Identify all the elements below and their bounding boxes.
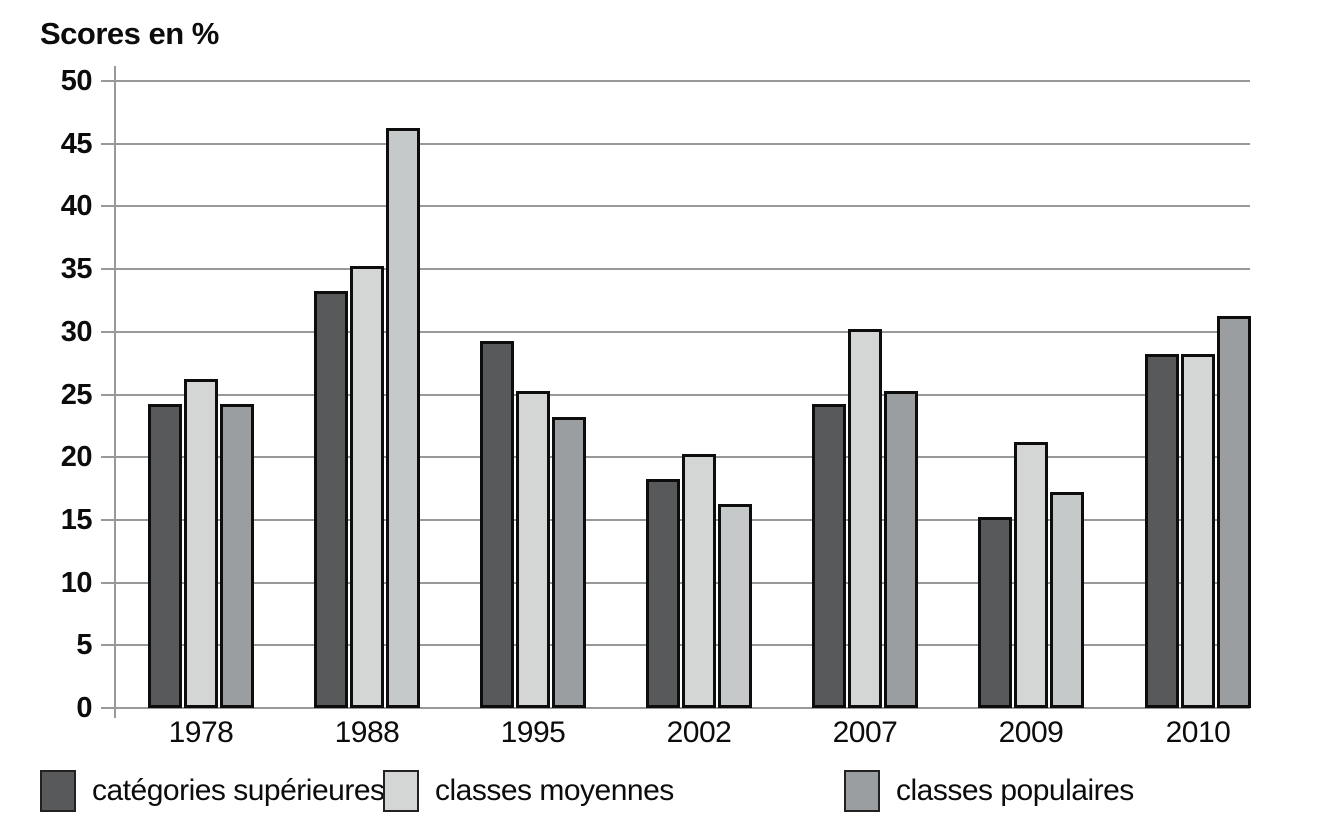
legend-label: classes moyennes <box>435 774 674 807</box>
y-axis-tick-label: 30 <box>60 315 93 348</box>
bar-2007-series3 <box>884 391 918 708</box>
legend-swatch <box>40 770 76 812</box>
y-axis-line <box>114 66 116 718</box>
y-axis-tick <box>101 644 115 647</box>
chart-title: Scores en % <box>40 16 219 51</box>
y-axis-tick-label: 20 <box>60 441 93 474</box>
x-axis-label: 1978 <box>168 716 234 749</box>
x-axis-label: 2002 <box>666 716 732 749</box>
x-axis-label: 2007 <box>832 716 898 749</box>
bar-1978-series2 <box>184 379 218 708</box>
bar-1978-series3 <box>220 404 254 708</box>
gridline <box>115 205 1250 208</box>
bar-2002-series2 <box>682 454 716 708</box>
y-axis-tick-label: 35 <box>60 253 93 286</box>
gridline <box>115 142 1250 145</box>
bar-2010-series1 <box>1145 354 1179 708</box>
y-axis-tick <box>101 518 115 521</box>
y-axis-tick <box>101 80 115 82</box>
gridline <box>115 268 1250 271</box>
y-axis-tick <box>101 142 115 145</box>
y-axis-tick <box>101 707 115 709</box>
y-axis-tick <box>101 456 115 459</box>
x-axis-label: 2009 <box>998 716 1064 749</box>
y-axis-tick-label: 25 <box>60 378 93 411</box>
legend-label: classes populaires <box>896 774 1134 807</box>
y-axis-tick <box>101 330 115 333</box>
gridline <box>115 80 1250 82</box>
gridline <box>115 330 1250 333</box>
y-axis-tick-label: 10 <box>60 566 93 599</box>
bar-2010-series3 <box>1217 316 1251 708</box>
bar-1988-series2 <box>350 266 384 708</box>
legend-label: catégories supérieures <box>92 774 385 807</box>
x-axis-label: 1995 <box>500 716 566 749</box>
bar-2010-series2 <box>1181 354 1215 708</box>
gridline <box>115 393 1250 396</box>
bar-2009-series3 <box>1050 492 1084 708</box>
bar-1995-series1 <box>480 341 514 708</box>
legend-swatch <box>383 770 419 812</box>
bar-1988-series3 <box>386 128 420 708</box>
gridline <box>115 707 1250 709</box>
bar-2002-series1 <box>646 479 680 708</box>
legend: catégories supérieures classes moyennes cl… <box>0 768 1324 818</box>
y-axis-tick <box>101 268 115 271</box>
y-axis-tick-label: 0 <box>76 692 92 724</box>
bar-1995-series3 <box>552 417 586 708</box>
y-axis-tick-label: 15 <box>60 503 93 536</box>
y-axis-tick <box>101 393 115 396</box>
bar-2007-series2 <box>848 329 882 708</box>
bar-2002-series3 <box>718 504 752 708</box>
bar-1988-series1 <box>314 291 348 708</box>
x-axis-label: 1988 <box>334 716 400 749</box>
y-axis-tick <box>101 205 115 208</box>
y-axis-tick-label: 50 <box>60 65 93 97</box>
bar-2007-series1 <box>812 404 846 708</box>
bar-1978-series1 <box>148 404 182 708</box>
bar-1995-series2 <box>516 391 550 708</box>
y-axis-tick-label: 45 <box>60 127 93 160</box>
y-axis-tick-label: 40 <box>60 190 93 223</box>
legend-swatch <box>844 770 880 812</box>
bar-2009-series1 <box>978 517 1012 708</box>
y-axis-tick <box>101 581 115 584</box>
x-axis-label: 2010 <box>1165 716 1231 749</box>
bar-2009-series2 <box>1014 442 1048 708</box>
plot-area <box>115 80 1251 709</box>
y-axis-tick-label: 5 <box>76 629 92 662</box>
